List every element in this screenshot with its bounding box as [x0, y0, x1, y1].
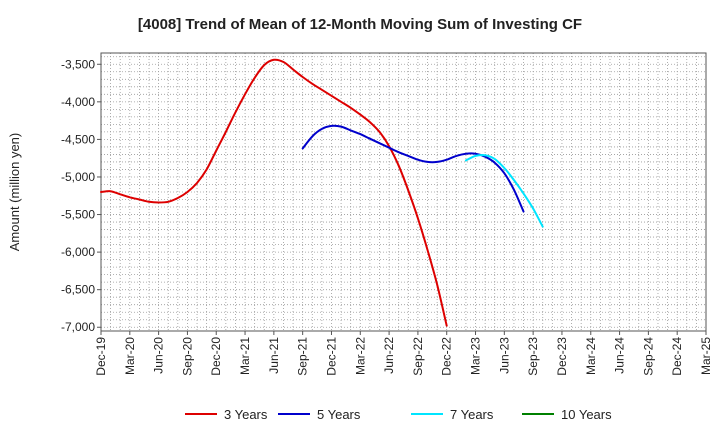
legend-label-3-years: 3 Years — [224, 407, 268, 422]
x-tick-label: Dec-23 — [555, 337, 569, 376]
y-tick-label: -3,500 — [61, 57, 95, 71]
series-line-5-years — [301, 124, 525, 213]
x-tick-label: Mar-25 — [699, 337, 713, 375]
y-axis-label: Amount (million yen) — [7, 133, 22, 252]
chart-title: [4008] Trend of Mean of 12-Month Moving … — [138, 16, 582, 33]
x-tick-label: Dec-22 — [440, 337, 454, 376]
x-tick-label: Mar-20 — [123, 337, 137, 375]
x-tick-label: Mar-24 — [584, 337, 598, 375]
x-tick-label: Jun-23 — [497, 337, 511, 374]
y-axis-ticks: -3,500 -4,000 -4,500 -5,000 -5,500 -6,000 -6,5… — [61, 57, 101, 334]
x-tick-label: Dec-24 — [670, 337, 684, 376]
grid — [101, 53, 706, 331]
series-line-3-years — [100, 58, 448, 327]
x-tick-label: Jun-20 — [152, 337, 166, 374]
series-lines — [100, 58, 544, 327]
x-tick-label: Sep-20 — [180, 337, 194, 376]
y-tick-label: -4,000 — [61, 95, 95, 109]
x-tick-label: Sep-24 — [641, 337, 655, 376]
legend-label-5-years: 5 Years — [317, 407, 361, 422]
x-tick-label: Dec-20 — [209, 337, 223, 376]
x-tick-label: Mar-22 — [353, 337, 367, 375]
legend: 3 Years 5 Years 7 Years 10 Years — [185, 407, 612, 422]
legend-label-10-years: 10 Years — [561, 407, 612, 422]
x-tick-label: Jun-22 — [382, 337, 396, 374]
y-tick-label: -7,000 — [61, 320, 95, 334]
y-tick-label: -5,500 — [61, 208, 95, 222]
x-tick-label: Mar-21 — [238, 337, 252, 375]
y-tick-label: -5,000 — [61, 170, 95, 184]
x-tick-label: Dec-19 — [94, 337, 108, 376]
series-line-7-years — [464, 153, 544, 228]
y-tick-label: -4,500 — [61, 132, 95, 146]
x-tick-label: Jun-24 — [613, 337, 627, 374]
x-tick-label: Dec-21 — [324, 337, 338, 376]
x-tick-label: Sep-22 — [411, 337, 425, 376]
y-tick-label: -6,000 — [61, 245, 95, 259]
x-tick-label: Sep-21 — [296, 337, 310, 376]
x-tick-label: Mar-23 — [469, 337, 483, 375]
legend-label-7-years: 7 Years — [450, 407, 494, 422]
x-axis-ticks: Dec-19 Mar-20 Jun-20 Sep-20 Dec-20 Mar-21 Jun-… — [94, 331, 713, 376]
x-tick-label: Jun-21 — [267, 337, 281, 374]
x-tick-label: Sep-23 — [526, 337, 540, 376]
y-tick-label: -6,500 — [61, 283, 95, 297]
